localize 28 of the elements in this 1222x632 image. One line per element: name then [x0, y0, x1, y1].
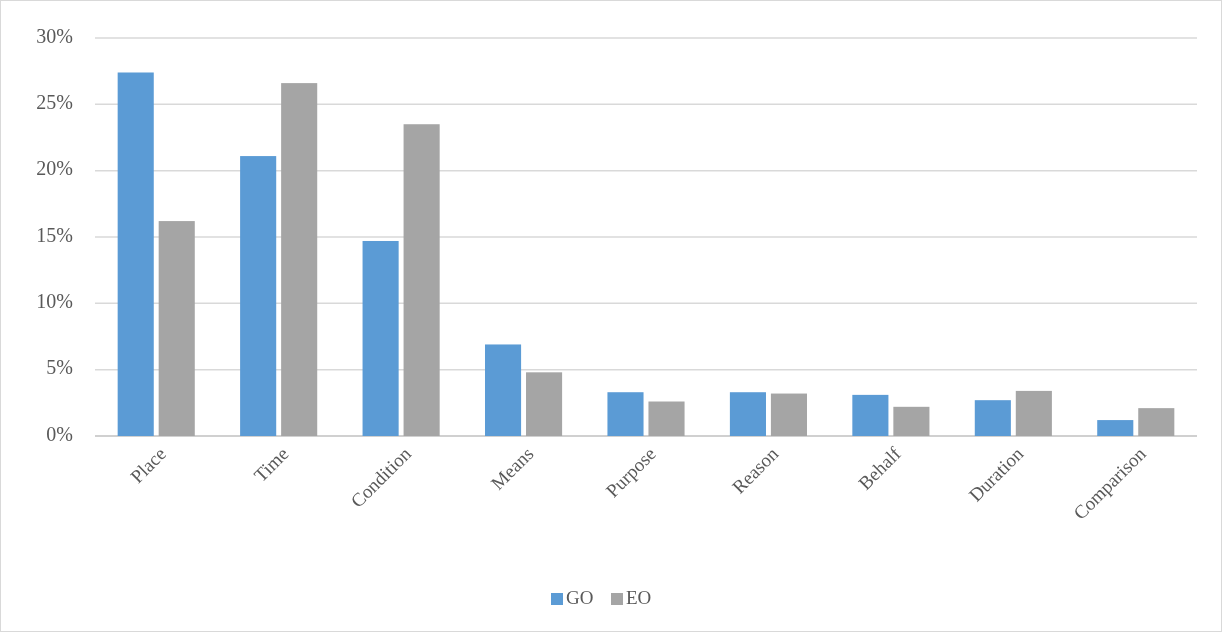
bar — [485, 344, 522, 436]
bar — [974, 400, 1011, 436]
bar — [770, 393, 807, 436]
bar — [729, 392, 766, 436]
bar — [852, 394, 889, 436]
y-tick-label: 0% — [46, 422, 73, 445]
bar — [158, 221, 195, 436]
bar — [607, 392, 644, 436]
bar — [1138, 408, 1175, 436]
legend-label: GO — [566, 587, 594, 609]
bar — [240, 156, 277, 436]
bar — [526, 372, 563, 436]
y-tick-label: 15% — [36, 223, 73, 246]
y-tick-label: 25% — [36, 90, 73, 113]
bar — [362, 240, 399, 436]
bar — [893, 406, 930, 436]
y-tick-label: 5% — [46, 356, 73, 379]
bar — [1015, 390, 1052, 436]
x-tick-label: Time — [249, 443, 293, 486]
bar — [1097, 420, 1134, 436]
bar — [648, 401, 685, 436]
bar — [281, 83, 318, 436]
bar — [403, 124, 440, 436]
y-tick-label: 20% — [36, 157, 73, 180]
y-tick-label: 30% — [36, 24, 73, 47]
bar — [117, 72, 154, 436]
y-tick-label: 10% — [36, 289, 73, 312]
legend-label: EO — [626, 587, 652, 609]
